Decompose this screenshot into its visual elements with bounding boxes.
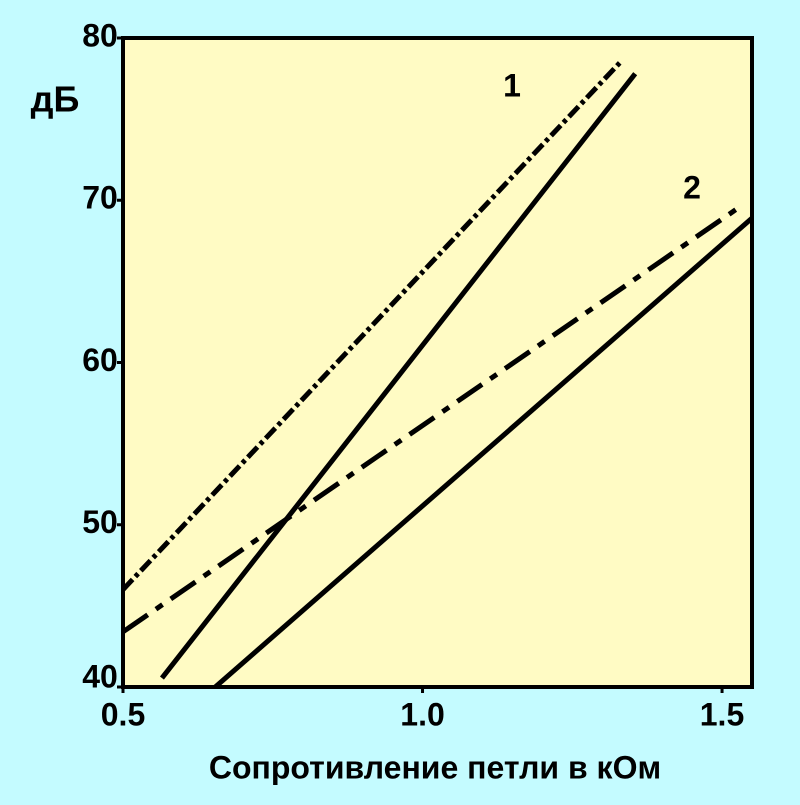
data-line: [213, 216, 754, 689]
x-tick-label: 0.5: [101, 696, 145, 732]
data-line: [159, 72, 638, 680]
data-line: [121, 204, 742, 634]
line-label: 1: [503, 67, 521, 103]
line-label: 2: [683, 169, 701, 205]
x-tick-label: 1.0: [400, 696, 444, 732]
x-tick-label: 1.5: [700, 696, 744, 732]
data-line: [121, 60, 623, 592]
y-tick-label: 60: [82, 342, 118, 378]
y-tick-label: 50: [82, 504, 118, 540]
y-axis-label: дБ: [31, 79, 80, 120]
y-tick-label: 70: [82, 180, 118, 216]
y-tick-label: 80: [82, 17, 118, 53]
plot-area: [121, 36, 754, 689]
y-tick-label: 40: [82, 658, 118, 694]
x-axis-label: Сопротивление петли в кОм: [209, 749, 661, 785]
